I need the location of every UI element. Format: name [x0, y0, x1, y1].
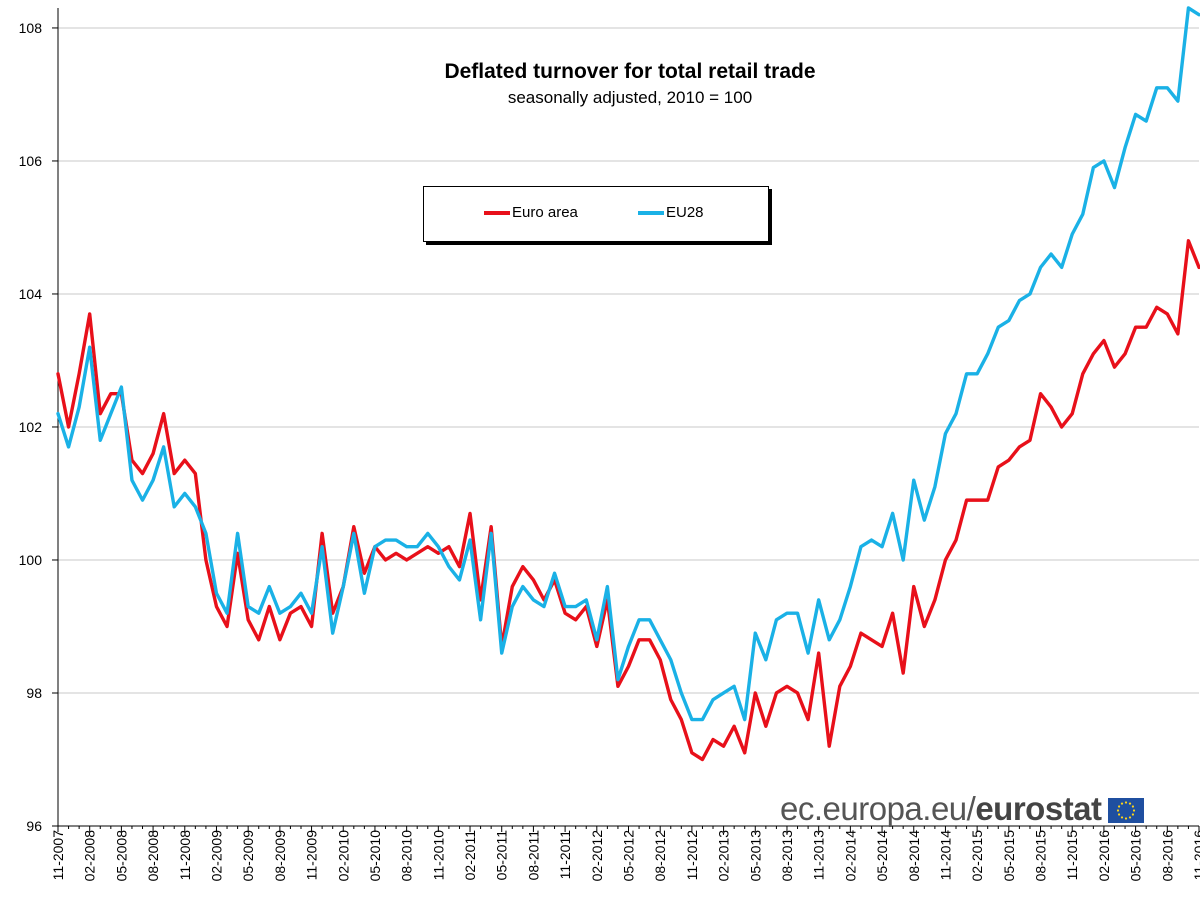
series-lines	[56, 6, 1200, 762]
y-tick-label: 104	[19, 286, 43, 302]
chart-subtitle: seasonally adjusted, 2010 = 100	[507, 88, 753, 107]
x-tick-label: 05-2010	[367, 830, 383, 882]
flag-star	[1117, 804, 1120, 808]
x-tick-label: 08-2013	[779, 830, 795, 882]
y-tick-label: 100	[19, 552, 43, 568]
x-tick-label: 11-2011	[557, 830, 573, 880]
legend-swatch-eu28	[638, 210, 664, 215]
chart-title: Deflated turnover for total retail trade	[444, 60, 816, 83]
x-tick-label: 08-2012	[652, 830, 668, 882]
legend-label-euro-area: Euro area	[512, 204, 578, 221]
x-tick-label: 02-2014	[842, 830, 858, 882]
x-tick-label: 05-2009	[240, 830, 256, 882]
y-tick-label: 98	[26, 685, 42, 701]
flag-star	[1128, 815, 1131, 819]
brand-text: ec.europa.eu/eurostat	[780, 790, 1102, 828]
flag-star	[1132, 808, 1135, 812]
series-line-euro-area	[56, 239, 1200, 762]
flag-star	[1120, 801, 1123, 805]
x-tick-label: 11-2008	[177, 830, 193, 881]
x-tick-label: 08-2011	[525, 830, 541, 881]
x-tick-label: 02-2008	[82, 830, 98, 882]
brand-name: eurostat	[975, 790, 1102, 827]
x-tick-label: 05-2013	[747, 830, 763, 882]
y-tick-label: 102	[19, 419, 43, 435]
legend: Euro area EU28	[423, 186, 769, 242]
eurostat-brand: ec.europa.eu/eurostat	[780, 787, 1144, 831]
x-tick-label: 08-2008	[145, 830, 161, 882]
brand-prefix: ec.europa.eu/	[780, 790, 976, 827]
flag-star	[1131, 804, 1134, 808]
legend-swatch-euro-area	[484, 210, 510, 215]
flag-star	[1120, 815, 1123, 819]
gridlines	[58, 27, 1199, 694]
x-tick-label: 02-2016	[1096, 830, 1112, 882]
x-tick-label: 05-2015	[1001, 830, 1017, 882]
x-tick-label: 02-2015	[969, 830, 985, 882]
flag-star	[1116, 808, 1119, 812]
eu-flag-icon	[1107, 797, 1144, 823]
x-tick-label: 02-2013	[716, 830, 732, 882]
x-tick-label: 11-2010	[430, 830, 446, 881]
x-tick-label: 08-2009	[272, 830, 288, 882]
x-tick-label: 11-2016	[1191, 830, 1200, 881]
x-tick-label: 08-2014	[906, 830, 922, 882]
x-tick-label: 11-2007	[50, 830, 66, 881]
x-tick-label: 08-2016	[1159, 830, 1175, 882]
legend-item-euro-area: Euro area	[484, 204, 578, 221]
y-axis: 96 98 100 102 104 106 108	[19, 8, 59, 834]
x-tick-label: 02-2012	[589, 830, 605, 882]
x-axis: 11-2007 02-2008 05-2008 08-2008 11-2008 02-20…	[50, 825, 1200, 882]
y-tick-label: 108	[19, 20, 43, 36]
x-tick-label: 02-2011	[462, 830, 478, 881]
x-tick-label: 08-2015	[1033, 830, 1049, 882]
x-tick-label: 02-2009	[208, 830, 224, 882]
y-tick-label: 106	[19, 153, 43, 169]
x-tick-label: 05-2012	[621, 830, 637, 882]
x-tick-label: 11-2009	[304, 830, 320, 881]
x-tick-label: 05-2016	[1128, 830, 1144, 882]
x-tick-label: 08-2010	[399, 830, 415, 882]
flag-star	[1117, 812, 1120, 816]
x-tick-label: 05-2008	[113, 830, 129, 882]
x-tick-label: 11-2014	[937, 830, 953, 881]
x-tick-label: 05-2014	[874, 830, 890, 882]
y-tick-label: 96	[26, 818, 42, 834]
flag-star	[1131, 812, 1134, 816]
legend-label-eu28: EU28	[666, 204, 704, 221]
flag-star	[1128, 801, 1131, 805]
series-line-eu28	[56, 6, 1200, 722]
x-tick-label: 11-2012	[684, 830, 700, 881]
x-tick-label: 05-2011	[494, 830, 510, 881]
legend-item-eu28: EU28	[638, 204, 704, 221]
x-tick-label: 11-2015	[1064, 830, 1080, 881]
x-tick-label: 02-2010	[335, 830, 351, 882]
flag-star	[1124, 800, 1127, 804]
x-tick-label: 11-2013	[811, 830, 827, 881]
flag-star	[1124, 816, 1127, 820]
